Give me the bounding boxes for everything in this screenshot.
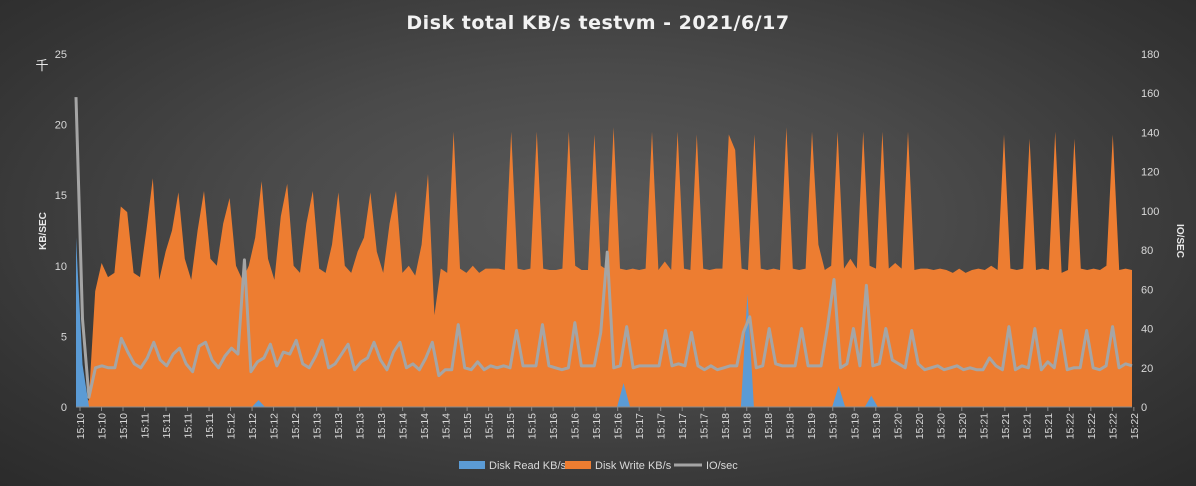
x-tick-label: 15:11 xyxy=(183,413,195,439)
legend-swatch-disk-write xyxy=(565,461,591,469)
right-tick-label: 120 xyxy=(1141,167,1159,179)
right-tick-label: 40 xyxy=(1141,324,1153,336)
x-tick-label: 15:17 xyxy=(656,413,668,439)
x-tick-label: 15:13 xyxy=(333,413,345,439)
x-tick-label: 15:17 xyxy=(677,413,689,439)
legend-item-io-sec[interactable]: IO/sec xyxy=(674,460,738,472)
legend-label-io-sec: IO/sec xyxy=(706,460,738,472)
legend-swatch-disk-read xyxy=(459,461,485,469)
x-tick-label: 15:12 xyxy=(290,413,302,439)
right-tick-label: 80 xyxy=(1141,245,1153,257)
x-tick-label: 15:19 xyxy=(828,413,840,439)
x-tick-label: 15:21 xyxy=(978,413,990,439)
series-area-disk-write-kb-s xyxy=(76,127,1132,408)
x-axis-ticks: 15:10 15:10 15:10 15:11 15:11 15:11 15:11 15:12… xyxy=(75,407,1141,439)
chart-title: Disk total KB/s testvm - 2021/6/17 xyxy=(406,12,789,34)
left-tick-label: 25 xyxy=(55,49,67,61)
x-tick-label: 15:22 xyxy=(1129,413,1141,439)
x-tick-label: 15:12 xyxy=(226,413,238,439)
x-tick-label: 15:22 xyxy=(1086,413,1098,439)
x-tick-label: 15:16 xyxy=(548,413,560,439)
left-tick-label: 0 xyxy=(61,402,67,414)
left-axis-label: KB/SEC xyxy=(38,212,49,250)
x-tick-label: 15:16 xyxy=(613,413,625,439)
legend-item-disk-write[interactable]: Disk Write KB/s xyxy=(565,460,672,472)
x-tick-label: 15:18 xyxy=(742,413,754,439)
legend-label-disk-write: Disk Write KB/s xyxy=(595,460,672,472)
x-tick-label: 15:12 xyxy=(269,413,281,439)
x-tick-label: 15:20 xyxy=(892,413,904,439)
x-tick-label: 15:20 xyxy=(957,413,969,439)
x-tick-label: 15:13 xyxy=(312,413,324,439)
left-axis-unit: 千 xyxy=(35,59,48,74)
x-tick-label: 15:14 xyxy=(419,413,431,439)
x-tick-label: 15:10 xyxy=(118,413,130,439)
x-tick-label: 15:16 xyxy=(591,413,603,439)
left-axis-ticks: 0 5 10 15 20 25 xyxy=(55,49,67,414)
x-tick-label: 15:10 xyxy=(75,413,87,439)
x-tick-label: 15:19 xyxy=(871,413,883,439)
x-tick-label: 15:11 xyxy=(161,413,173,439)
right-tick-label: 140 xyxy=(1141,127,1159,139)
x-tick-label: 15:14 xyxy=(441,413,453,439)
right-tick-label: 0 xyxy=(1141,402,1147,414)
x-tick-label: 15:21 xyxy=(1043,413,1055,439)
x-tick-label: 15:17 xyxy=(634,413,646,439)
x-tick-label: 15:17 xyxy=(699,413,711,439)
x-tick-label: 15:15 xyxy=(505,413,517,439)
x-tick-label: 15:15 xyxy=(462,413,474,439)
legend-item-disk-read[interactable]: Disk Read KB/s xyxy=(459,460,567,472)
x-tick-label: 15:11 xyxy=(204,413,216,439)
x-tick-label: 15:21 xyxy=(1000,413,1012,439)
x-tick-label: 15:12 xyxy=(247,413,259,439)
right-tick-label: 60 xyxy=(1141,284,1153,296)
right-tick-label: 100 xyxy=(1141,206,1159,218)
left-tick-label: 15 xyxy=(55,190,67,202)
x-tick-label: 15:21 xyxy=(1021,413,1033,439)
x-tick-label: 15:13 xyxy=(355,413,367,439)
x-tick-label: 15:19 xyxy=(849,413,861,439)
x-tick-label: 15:18 xyxy=(720,413,732,439)
left-tick-label: 20 xyxy=(55,120,67,132)
x-tick-label: 15:22 xyxy=(1064,413,1076,439)
legend-label-disk-read: Disk Read KB/s xyxy=(489,460,567,472)
series-line-io-sec xyxy=(74,97,1133,399)
right-axis-label: IO/SEC xyxy=(1174,224,1185,258)
x-tick-label: 15:11 xyxy=(140,413,152,439)
x-tick-label: 15:13 xyxy=(376,413,388,439)
x-tick-label: 15:15 xyxy=(527,413,539,439)
plot-area xyxy=(74,97,1133,408)
x-tick-label: 15:18 xyxy=(785,413,797,439)
right-tick-label: 160 xyxy=(1141,88,1159,100)
x-tick-label: 15:14 xyxy=(398,413,410,439)
right-tick-label: 180 xyxy=(1141,49,1159,61)
x-tick-label: 15:15 xyxy=(484,413,496,439)
right-tick-label: 20 xyxy=(1141,363,1153,375)
x-tick-label: 15:18 xyxy=(763,413,775,439)
left-tick-label: 10 xyxy=(55,261,67,273)
x-tick-label: 15:20 xyxy=(935,413,947,439)
legend: Disk Read KB/s Disk Write KB/s IO/sec xyxy=(459,460,738,472)
left-tick-label: 5 xyxy=(61,331,67,343)
x-tick-label: 15:16 xyxy=(570,413,582,439)
x-tick-label: 15:10 xyxy=(97,413,109,439)
right-axis-ticks: 0 20 40 60 80 100 120 140 160 180 xyxy=(1141,49,1159,414)
x-tick-label: 15:19 xyxy=(806,413,818,439)
x-tick-label: 15:20 xyxy=(914,413,926,439)
x-tick-label: 15:22 xyxy=(1107,413,1119,439)
